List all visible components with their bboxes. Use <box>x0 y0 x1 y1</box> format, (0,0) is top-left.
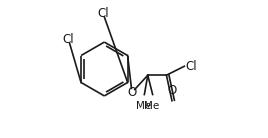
Text: Me: Me <box>144 101 159 111</box>
Text: O: O <box>127 86 137 99</box>
Text: Cl: Cl <box>97 7 109 20</box>
Text: Cl: Cl <box>185 60 197 73</box>
Text: O: O <box>167 84 177 97</box>
Text: Me: Me <box>136 101 151 111</box>
Text: Cl: Cl <box>63 33 74 46</box>
